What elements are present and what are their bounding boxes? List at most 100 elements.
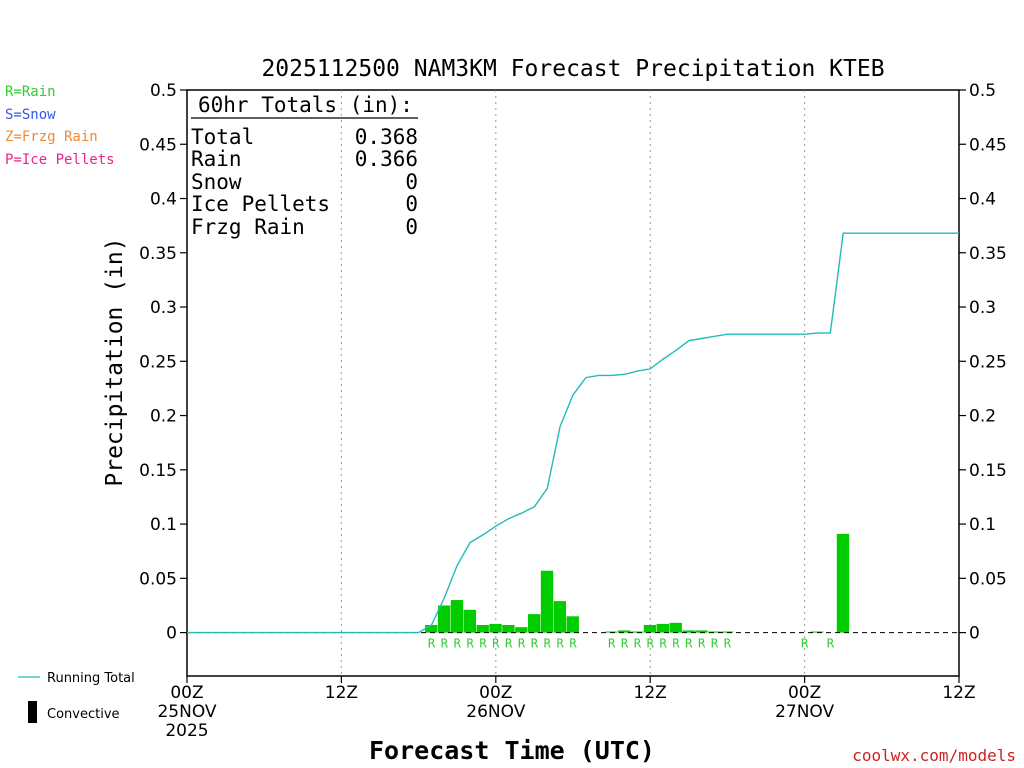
precip-bar [836,533,850,633]
totals-rain-value: 0.366 [355,147,418,171]
grid-lines [340,90,806,676]
y-tick-label: 0.4 [969,190,996,210]
running-total-series [187,232,959,634]
y-tick-label: 0.35 [969,244,1007,264]
precip-bar [553,601,567,633]
precip-bar [656,623,669,633]
x-tick-label: 12Z [634,683,667,703]
totals-frzg-rain-value: 0 [405,215,418,239]
x-tick-label: 26NOV [466,702,525,722]
rain-marker: R [544,637,552,651]
running-total-legend-label: Running Total [47,671,135,686]
precip-bar [489,623,502,633]
x-tick-label: 00Z [788,683,821,703]
rain-marker: R [441,637,449,651]
convective-legend-label: Convective [47,707,120,722]
rain-marker: R [518,637,526,651]
rain-marker: R [492,637,500,651]
rain-marker: R [801,637,809,651]
y-axis-left: 0 0.05 0.1 0.15 0.2 0.25 0.3 0.35 0.4 0.45 0.5 [139,81,187,644]
y-tick-label: 0.25 [139,352,177,372]
rain-marker: R [428,637,436,651]
precip-bar [476,624,489,633]
y-tick-label: 0.2 [969,407,996,427]
precip-bar [605,631,618,633]
chart-title: 2025112500 NAM3KM Forecast Precipitation… [261,56,884,82]
x-tick-label: 12Z [942,683,975,703]
x-tick-label: 00Z [479,683,512,703]
y-tick-label: 0.5 [150,81,177,101]
rain-marker: R [827,637,835,651]
rain-marker: R [685,637,693,651]
legend-snow: S=Snow [5,107,56,123]
y-axis-right: 0 0.05 0.1 0.15 0.2 0.25 0.3 0.35 0.4 0.45 0.5 [959,81,1007,644]
precip-bar [643,624,657,633]
rain-marker: R [569,637,577,651]
precip-bar [708,631,721,633]
y-tick-label: 0.1 [969,515,996,535]
precip-bar [682,630,695,633]
y-tick-label: 0.1 [150,515,177,535]
x-axis-label: Forecast Time (UTC) [369,736,655,765]
y-tick-label: 0.05 [969,569,1007,589]
totals-total-value: 0.368 [355,125,418,149]
precip-bar [811,631,824,633]
rain-marker: R [531,637,539,651]
y-tick-label: 0.45 [969,135,1007,155]
legend-ice-pellets: P=Ice Pellets [5,152,115,168]
totals-header: 60hr Totals (in): [198,93,413,117]
x-tick-label: 12Z [325,683,358,703]
precip-bar [437,605,451,633]
precip-bar [669,622,682,633]
precip-bar [425,624,438,633]
y-tick-label: 0 [969,624,980,644]
x-tick-label: 2025 [165,721,208,741]
rain-marker: R [557,637,565,651]
x-tick-label: 25NOV [157,702,216,722]
convective-legend-swatch [28,701,37,723]
rain-marker: R [466,637,474,651]
x-tick-label: 00Z [170,683,203,703]
y-tick-label: 0.25 [969,352,1007,372]
totals-ice-pellets-label: Ice Pellets [191,192,330,216]
y-tick-label: 0.4 [150,190,177,210]
y-tick-label: 0.2 [150,407,177,427]
totals-snow-label: Snow [191,170,242,194]
rain-marker: R [608,637,616,651]
legend-frzg-rain: Z=Frzg Rain [5,129,98,145]
precip-bar [527,614,541,633]
precip-bar [502,624,515,633]
x-tick-label: 27NOV [775,702,834,722]
rain-marker: R [621,637,629,651]
y-tick-label: 0.05 [139,569,177,589]
y-tick-label: 0.3 [150,298,177,318]
precip-bar [463,609,476,633]
totals-ice-pellets-value: 0 [405,192,418,216]
rain-marker: R [647,637,655,651]
plot-area-frame [186,89,960,677]
rain-marker: R [672,637,680,651]
totals-rain-label: Rain [191,147,242,171]
precip-bar [630,631,644,633]
precip-bar [720,631,734,633]
precip-bar [618,630,631,633]
running-total-line [187,232,959,634]
rain-marker: R [634,637,642,651]
y-tick-label: 0.3 [969,298,996,318]
rain-marker: R [454,637,462,651]
rain-marker: R [659,637,667,651]
y-tick-label: 0 [166,624,177,644]
totals-box: 60hr Totals (in): Total 0.368 Rain 0.366… [191,93,418,239]
precip-bar [540,570,554,633]
y-axis-label: Precipitation (in) [102,237,128,486]
precip-bar [450,600,464,633]
y-tick-label: 0.15 [139,461,177,481]
rain-marker: R [711,637,719,651]
totals-total-label: Total [191,125,254,149]
legend-rain: R=Rain [5,84,56,100]
rain-marker: R [698,637,706,651]
rain-marker: R [505,637,513,651]
